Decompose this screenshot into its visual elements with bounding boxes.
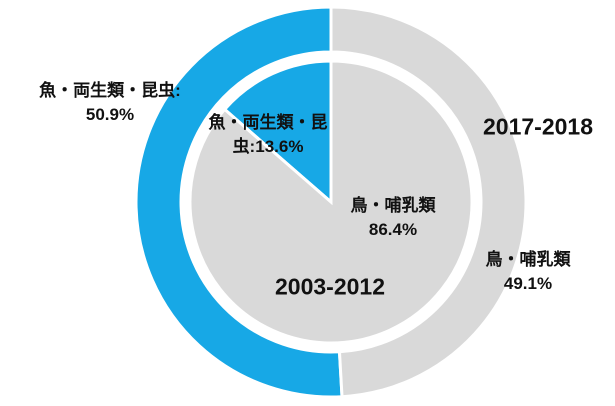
slice xyxy=(222,59,333,206)
data-label: 鳥・哺乳類 49.1% xyxy=(468,248,588,296)
label-text: 50.9% xyxy=(85,105,135,124)
label-text: 86.4% xyxy=(368,220,418,239)
data-label: 鳥・哺乳類 86.4% xyxy=(333,194,453,242)
slice xyxy=(329,5,528,399)
label-text: 13.6% xyxy=(255,137,304,156)
label-text: 鳥・哺乳類 xyxy=(350,196,436,215)
chart-title: 2017-2018 xyxy=(483,113,593,140)
data-label: 魚・両生類・昆虫:13.6% xyxy=(208,111,328,159)
label-text: 魚・両生類・昆虫: xyxy=(208,113,328,156)
label-text: 鳥・哺乳類 xyxy=(485,250,571,269)
chart-title: 2003-2012 xyxy=(275,273,385,300)
label-text: 49.1% xyxy=(503,274,553,293)
data-label: 魚・両生類・昆虫: 50.9% xyxy=(35,79,185,127)
slice xyxy=(134,5,344,399)
label-text: 魚・両生類・昆虫: xyxy=(39,81,181,100)
slice xyxy=(188,59,474,345)
